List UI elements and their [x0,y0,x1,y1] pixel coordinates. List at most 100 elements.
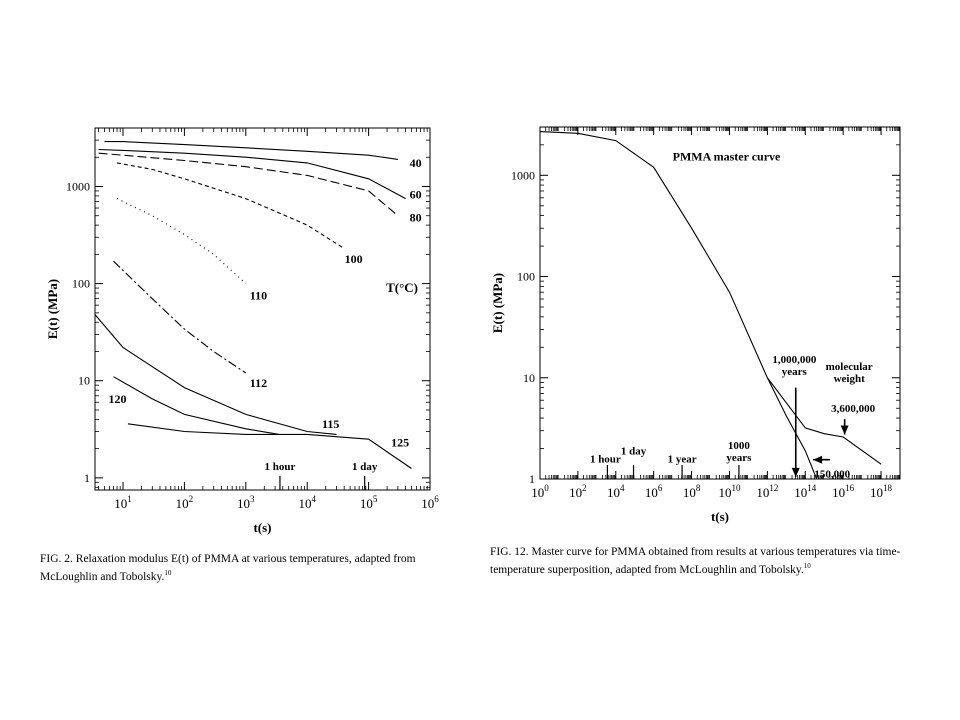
x-tick-label-0: 101 [114,494,132,511]
y-tick-label-0: 1 [84,471,90,485]
annotation-1-day: 1 day [352,461,378,473]
plot-frame [539,126,901,480]
series-line-100 [116,162,345,249]
x-tick-base: 10 [569,485,582,500]
x-tick-label-7: 1014 [794,483,817,500]
annotation-1-year: 1 year [668,454,697,466]
x-axis-label: t(s) [253,520,271,535]
x-tick-exp: 3 [250,494,255,504]
x-tick-base: 10 [114,496,127,511]
x-tick-base: 10 [607,485,620,500]
y-tick-label-2: 100 [72,277,90,291]
series-line-112 [113,260,247,374]
x-tick-base: 10 [421,496,434,511]
x-tick-exp: 1 [127,494,132,504]
x-tick-base: 10 [756,485,769,500]
x-tick-exp: 16 [845,483,855,493]
annotation-1000000-years-line2: years [782,366,808,378]
x-tick-base: 10 [176,496,189,511]
x-tick-label-3: 106 [645,483,663,500]
caption-fig2-text: Relaxation modulus E(t) of PMMA at vario… [40,553,416,583]
curve-label-80: 80 [410,210,422,224]
x-tick-label-2: 103 [237,494,255,511]
x-tick-label-1: 102 [176,494,194,511]
arrow-150000-head [813,455,823,464]
minor-ticks [95,127,430,490]
series-line-40 [104,141,398,160]
series-line-125 [127,423,412,469]
annotation-1000-years-line2: years [726,452,752,464]
x-tick-exp: 6 [658,483,663,493]
series-line-3-600-000 [539,131,882,465]
x-tick-exp: 18 [883,483,893,493]
y-axis-label: E(t) (MPa) [490,273,505,333]
x-tick-exp: 2 [189,494,194,504]
y-tick-label-1: 10 [78,374,90,388]
x-tick-label-4: 108 [683,483,701,500]
x-axis-label: t(s) [711,509,729,524]
curve-label-120: 120 [109,392,127,406]
curve-label-115: 115 [322,417,339,431]
caption-fig2-label: FIG. 2. [40,553,73,565]
y-axis-label: E(t) (MPa) [45,279,60,339]
y-tick-label-0: 1 [529,472,535,486]
x-tick-exp: 4 [311,494,316,504]
caption-fig2-ref: 10 [164,569,172,577]
x-tick-label-5: 1010 [718,483,741,500]
arrow-3600000-head [840,425,849,435]
x-tick-label-5: 106 [421,494,439,511]
annotation-molecular-weight: molecular [826,361,873,373]
annotation-1000-years: 1000 [728,440,751,452]
annotation-1000000-years: 1,000,000 [772,354,817,366]
chart-title: PMMA master curve [673,150,781,164]
x-tick-exp: 12 [769,483,778,493]
caption-fig2: FIG. 2. Relaxation modulus E(t) of PMMA … [40,552,440,584]
x-tick-base: 10 [870,485,883,500]
series-line-80 [98,152,399,217]
annotation-150000: 150,000 [814,468,850,480]
series-line-110 [116,198,247,285]
curve-label-110: 110 [250,289,267,303]
annotation-1-hour: 1 hour [590,454,621,466]
series-line-120 [113,376,280,435]
x-tick-exp: 10 [731,483,741,493]
plot-frame [94,127,431,491]
x-tick-base: 10 [718,485,731,500]
y-tick-label-1: 10 [523,371,535,385]
x-tick-label-8: 1016 [832,483,855,500]
arrow-1000000-years-head [791,467,800,477]
curve-label-40: 40 [410,156,422,170]
x-tick-base: 10 [237,496,250,511]
curve-label-60: 60 [410,187,422,201]
x-tick-exp: 6 [434,494,439,504]
legend-title: T(°C) [386,280,418,295]
series-line-150-000 [766,377,818,480]
caption-fig12-label: FIG. 12. [490,546,529,558]
annotation-1-day: 1 day [621,445,647,457]
x-tick-exp: 14 [807,483,817,493]
x-tick-exp: 8 [696,483,701,493]
x-tick-label-1: 102 [569,483,587,500]
x-tick-base: 10 [298,496,311,511]
series-line-115 [94,314,337,435]
x-tick-exp: 0 [544,483,549,493]
x-tick-base: 10 [645,485,658,500]
x-tick-exp: 5 [373,494,378,504]
x-tick-label-0: 100 [531,483,549,500]
y-tick-label-3: 1000 [66,179,90,193]
annotation-3600000: 3,600,000 [831,403,876,415]
x-tick-base: 10 [683,485,696,500]
x-tick-base: 10 [794,485,807,500]
curve-label-112: 112 [250,376,267,390]
x-tick-exp: 4 [620,483,625,493]
curve-label-125: 125 [391,436,409,450]
caption-fig12-text: Master curve for PMMA obtained from resu… [490,546,901,576]
annotation-molecular-weight-line2: weight [834,373,866,385]
x-tick-label-2: 104 [607,483,625,500]
x-tick-exp: 2 [582,483,587,493]
y-tick-label-2: 100 [517,270,535,284]
y-tick-label-3: 1000 [511,168,535,182]
caption-fig12: FIG. 12. Master curve for PMMA obtained … [490,545,905,577]
